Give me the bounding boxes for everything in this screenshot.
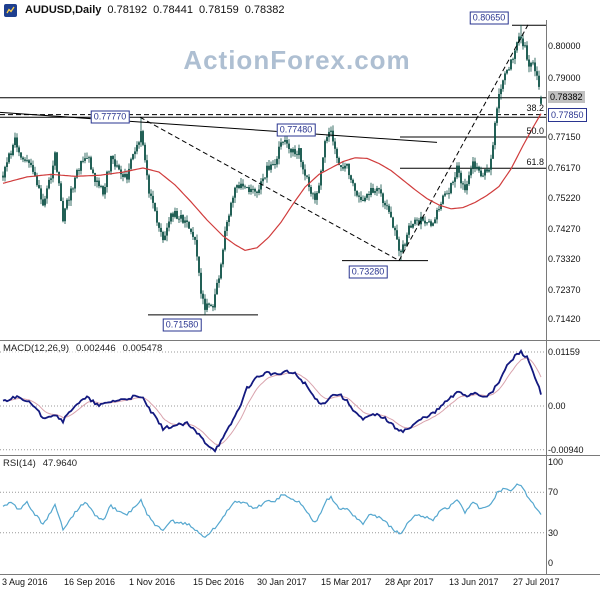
macd-info-row: MACD(12,26,9) 0.002446 0.005478 — [3, 343, 163, 354]
macd-label: MACD(12,26,9) — [3, 343, 69, 354]
symbol-timeframe-label: AUDUSD,Daily — [25, 4, 102, 16]
high-value: 0.78441 — [153, 4, 193, 16]
macd-panel-divider[interactable] — [0, 340, 600, 341]
y-axis-label: 0.72370 — [548, 285, 581, 295]
macd-panel-canvas[interactable] — [0, 340, 546, 455]
rsi-panel-canvas[interactable] — [0, 455, 546, 574]
y-axis-label: 0.00 — [548, 401, 566, 411]
price-chart-canvas[interactable] — [0, 20, 546, 340]
x-axis-separator — [0, 574, 600, 575]
y-axis-label: 0.77850 — [548, 108, 587, 122]
y-axis-label: 0.71420 — [548, 314, 581, 324]
x-axis-label: 15 Mar 2017 — [321, 577, 372, 587]
x-axis-label: 16 Sep 2016 — [64, 577, 116, 587]
watermark: ActionForex.com — [183, 45, 411, 75]
rsi-info-row: RSI(14) 47.9640 — [3, 458, 78, 469]
x-axis-label: 30 Jan 2017 — [257, 577, 307, 587]
rsi-label: RSI(14) — [3, 458, 36, 469]
y-axis-label: 0.78382 — [548, 91, 585, 103]
price-level-tag: 0.71580 — [162, 318, 202, 332]
y-axis-label: 0.01159 — [548, 347, 580, 357]
x-axis-label: 1 Nov 2016 — [129, 577, 176, 587]
y-axis-label: 0 — [548, 558, 554, 568]
price-level-tag: 0.77770 — [90, 110, 130, 124]
y-axis-label: 0.73320 — [548, 254, 581, 264]
chart-header: AUDUSD,Daily 0.78192 0.78441 0.78159 0.7… — [0, 0, 600, 20]
macd-signal-value: 0.005478 — [122, 343, 163, 354]
y-axis-label: 70 — [548, 487, 559, 497]
fib-level-label: 38.2 — [526, 103, 544, 113]
price-level-tag: 0.80650 — [469, 11, 509, 25]
x-axis-label: 3 Aug 2016 — [2, 577, 48, 587]
rsi-panel-divider[interactable] — [0, 455, 600, 456]
rsi-value: 47.9640 — [42, 458, 78, 469]
open-value: 0.78192 — [107, 4, 148, 16]
y-axis-label: 30 — [548, 528, 559, 538]
x-axis-label: 28 Apr 2017 — [385, 577, 434, 587]
price-level-tag: 0.73280 — [348, 265, 388, 279]
y-axis-label: 0.75220 — [548, 193, 581, 203]
y-axis-label: 0.80000 — [548, 41, 581, 51]
price-level-tag: 0.77480 — [276, 123, 316, 137]
macd-value: 0.002446 — [76, 343, 116, 354]
candlestick-chart-icon — [4, 3, 17, 17]
close-value: 0.78382 — [244, 4, 285, 16]
fib-level-label: 61.8 — [526, 157, 544, 167]
y-axis-label: 100 — [548, 457, 564, 467]
fib-level-label: 50.0 — [526, 126, 544, 136]
x-axis-label: 13 Jun 2017 — [449, 577, 499, 587]
y-axis-separator — [546, 20, 547, 574]
y-axis-label: -0.00940 — [548, 445, 584, 455]
y-axis-label: 0.79000 — [548, 73, 581, 83]
y-axis-label: 0.74270 — [548, 224, 581, 234]
x-axis-label: 15 Dec 2016 — [193, 577, 245, 587]
y-axis-label: 0.76170 — [548, 163, 581, 173]
x-axis-label: 27 Jul 2017 — [513, 577, 560, 587]
y-axis-label: 0.77150 — [548, 132, 581, 142]
low-value: 0.78159 — [198, 4, 239, 16]
